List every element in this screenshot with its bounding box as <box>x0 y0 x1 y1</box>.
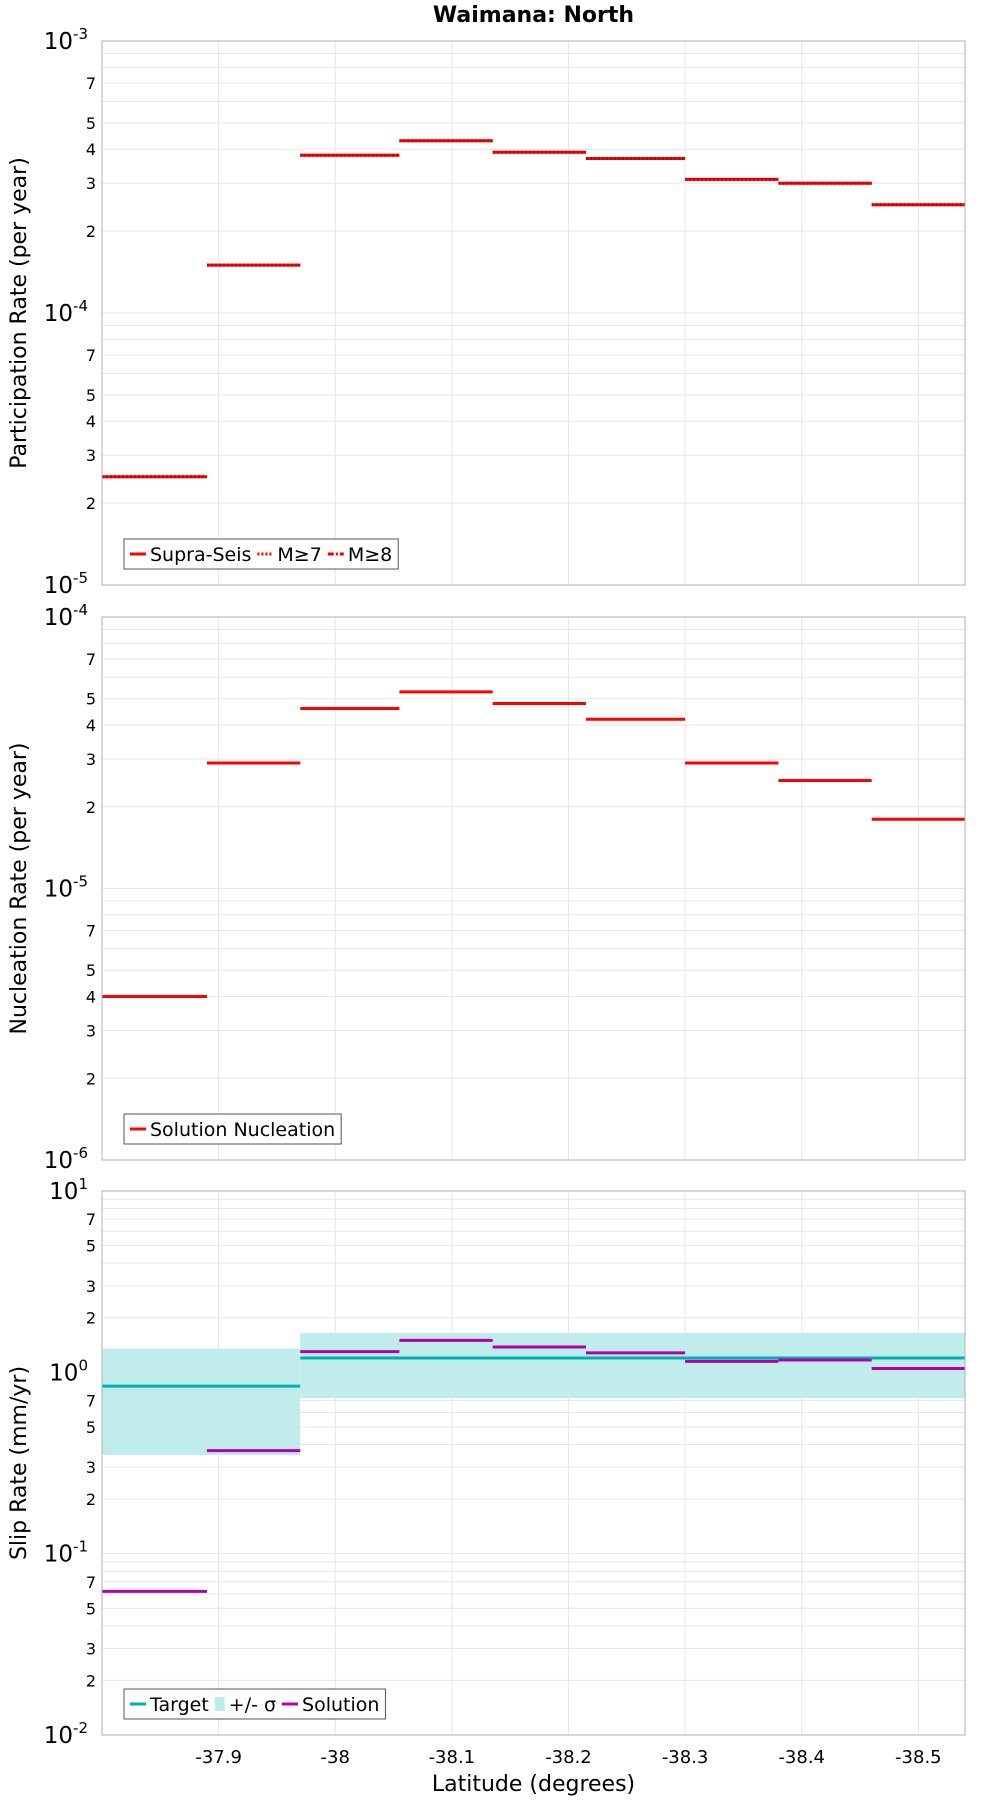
plot-frame <box>101 616 966 1161</box>
x-tick-label: -38.2 <box>545 1747 592 1768</box>
plot-frame <box>101 40 966 586</box>
y-tick-label-minor: 7 <box>86 650 96 669</box>
legend-label: Solution Nucleation <box>150 1119 335 1141</box>
y-tick-label-minor: 2 <box>86 494 96 513</box>
legend-label: Target <box>149 1694 209 1716</box>
legend-box <box>123 1688 386 1720</box>
x-axis-title: Latitude (degrees) <box>432 1772 635 1797</box>
plot-frame <box>101 1190 966 1736</box>
y-tick-label-minor: 7 <box>86 74 96 93</box>
x-tick-label: -37.9 <box>195 1747 242 1768</box>
legend-box <box>123 1113 342 1145</box>
x-tick-label: -38.4 <box>778 1747 825 1768</box>
legend-label: Supra-Seis <box>150 544 251 566</box>
y-tick-label-minor: 2 <box>86 1309 96 1328</box>
y-tick-label-major: 10-2 <box>44 1719 88 1749</box>
x-tick-label: -38 <box>321 1747 350 1768</box>
sigma-band <box>300 1332 966 1399</box>
y-tick-label-minor: 2 <box>86 222 96 241</box>
y-tick-label-minor: 5 <box>86 1599 96 1618</box>
x-tick-label: -38.3 <box>662 1747 709 1768</box>
sigma-band <box>102 1348 301 1456</box>
y-tick-label-minor: 7 <box>86 346 96 365</box>
y-axis-title: Participation Rate (per year) <box>7 157 32 469</box>
y-tick-label-minor: 3 <box>86 1458 96 1477</box>
chart-panel-3: 10-2 10-1 100 101 2 3 5 7 2 3 5 7 2 3 5 7 Slip Rate (mm/… <box>7 1175 966 1797</box>
y-tick-label-minor: 4 <box>86 988 96 1007</box>
y-tick-label-minor: 3 <box>86 750 96 769</box>
y-tick-label-minor: 3 <box>86 1277 96 1296</box>
y-tick-label-minor: 3 <box>86 174 96 193</box>
y-tick-label-minor: 2 <box>86 1069 96 1088</box>
legend-label: M≥8 <box>348 544 392 566</box>
y-tick-label-minor: 7 <box>86 1210 96 1229</box>
y-axis-title: Slip Rate (mm/yr) <box>7 1366 32 1560</box>
y-tick-label-minor: 5 <box>86 1418 96 1437</box>
y-tick-label-major: 101 <box>49 1175 88 1205</box>
y-tick-label-minor: 3 <box>86 446 96 465</box>
y-tick-label-minor: 2 <box>86 1671 96 1690</box>
y-tick-label-minor: 5 <box>86 961 96 980</box>
y-tick-label-major: 10-5 <box>44 569 88 599</box>
chart-panel-2: 10-6 10-5 10-4 2 3 4 5 7 2 3 4 5 7 Nucleation Rate (p… <box>7 601 966 1174</box>
x-tick-label: -38.5 <box>895 1747 942 1768</box>
y-tick-label-minor: 4 <box>86 716 96 735</box>
y-tick-label-major: 10-4 <box>44 601 88 631</box>
y-tick-label-major: 10-5 <box>44 873 88 903</box>
legend-box <box>123 538 399 570</box>
y-tick-label-minor: 3 <box>86 1021 96 1040</box>
y-tick-label-minor: 5 <box>86 386 96 405</box>
y-tick-label-minor: 7 <box>86 1573 96 1592</box>
legend: Target +/- σ Solution <box>123 1688 386 1720</box>
y-tick-label-major: 10-1 <box>44 1538 88 1568</box>
y-tick-label-minor: 2 <box>86 798 96 817</box>
y-tick-label-major: 10-3 <box>44 25 88 55</box>
chart-panel-1: 10-5 10-4 10-3 2 3 4 5 7 2 3 4 5 7 Participation Rate… <box>7 3 966 599</box>
y-tick-label-minor: 5 <box>86 1237 96 1256</box>
legend: Solution Nucleation <box>123 1113 342 1145</box>
y-axis-title: Nucleation Rate (per year) <box>7 743 32 1035</box>
x-tick-label: -38.1 <box>429 1747 476 1768</box>
y-tick-label-major: 100 <box>49 1356 88 1386</box>
chart-title: Waimana: North <box>433 3 634 28</box>
legend-label: M≥7 <box>277 544 321 566</box>
y-tick-label-minor: 7 <box>86 1391 96 1410</box>
y-tick-label-minor: 5 <box>86 690 96 709</box>
legend-swatch <box>214 1697 225 1711</box>
y-tick-label-major: 10-4 <box>44 297 88 327</box>
legend-label: Solution <box>302 1694 379 1716</box>
y-tick-label-minor: 2 <box>86 1490 96 1509</box>
y-tick-label-minor: 7 <box>86 922 96 941</box>
y-tick-label-minor: 3 <box>86 1639 96 1658</box>
y-tick-label-minor: 4 <box>86 412 96 431</box>
plot-area <box>102 1191 965 1735</box>
legend: Supra-Seis M≥7 M≥8 <box>123 538 399 570</box>
legend-label: +/- σ <box>229 1694 276 1716</box>
y-tick-label-major: 10-6 <box>44 1144 88 1174</box>
y-tick-label-minor: 4 <box>86 140 96 159</box>
y-tick-label-minor: 5 <box>86 114 96 133</box>
